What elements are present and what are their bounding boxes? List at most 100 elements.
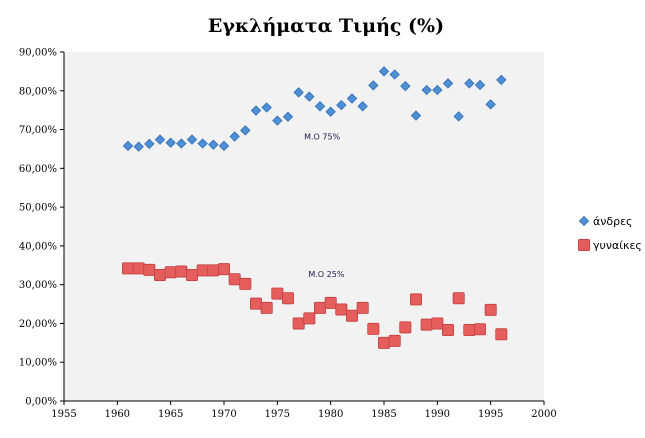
data-point-diamond xyxy=(346,93,358,104)
data-point-square xyxy=(153,268,166,281)
data-point-square xyxy=(367,322,380,335)
data-point-diamond xyxy=(314,101,326,112)
data-point-diamond xyxy=(389,69,400,80)
data-point-diamond xyxy=(144,138,155,150)
data-point-diamond xyxy=(176,138,187,149)
data-point-square xyxy=(420,318,433,331)
data-point-square xyxy=(164,266,177,279)
data-point-square xyxy=(335,303,348,316)
data-point-diamond xyxy=(410,110,422,121)
data-point-square xyxy=(484,303,497,316)
x-tick-label: 1965 xyxy=(158,409,183,420)
data-point-square xyxy=(441,324,454,337)
data-point-square xyxy=(463,324,476,337)
data-point-square xyxy=(132,262,145,275)
data-point-square xyxy=(303,312,316,325)
legend-label: γυναίκες xyxy=(593,239,642,252)
data-point-diamond xyxy=(229,131,240,142)
legend: άνδρες γυναίκες xyxy=(578,215,642,252)
y-tick-label: 20,00% xyxy=(19,319,57,330)
data-point-diamond xyxy=(464,78,475,89)
series-1 xyxy=(122,66,507,152)
data-point-diamond xyxy=(400,80,411,92)
data-point-diamond xyxy=(122,140,134,152)
data-point-square xyxy=(473,323,486,336)
data-point-diamond xyxy=(250,105,262,116)
x-tick-label: 1970 xyxy=(211,409,236,420)
data-point-diamond xyxy=(154,134,166,145)
data-point-square xyxy=(122,262,135,275)
x-tick-label: 1980 xyxy=(318,409,343,420)
data-point-diamond xyxy=(133,141,144,152)
data-point-square xyxy=(313,301,326,314)
x-tick-label: 1955 xyxy=(51,409,76,420)
data-point-square xyxy=(292,317,305,330)
data-point-square xyxy=(324,296,337,309)
data-point-diamond xyxy=(357,101,368,112)
x-tick-label: 2000 xyxy=(531,409,556,420)
data-point-diamond xyxy=(165,137,176,148)
data-point-diamond xyxy=(442,78,454,89)
data-point-square xyxy=(271,287,284,300)
data-point-square xyxy=(356,301,369,314)
y-tick-label: 90,00% xyxy=(19,48,57,59)
data-point-square xyxy=(239,277,252,290)
y-axis: 0,00% 10,00% 20,00% 30,00% 40,00% 50,00% 60,00… xyxy=(19,48,64,408)
y-tick-label: 50,00% xyxy=(19,203,57,214)
x-tick-label: 1960 xyxy=(105,409,130,420)
data-point-square xyxy=(495,328,508,341)
data-point-diamond xyxy=(240,125,251,136)
y-tick-label: 40,00% xyxy=(19,241,57,252)
data-point-square xyxy=(377,336,390,349)
data-point-diamond xyxy=(261,102,272,113)
data-point-diamond xyxy=(304,91,315,102)
data-points xyxy=(122,66,508,349)
data-point-square xyxy=(388,334,401,347)
data-point-diamond xyxy=(272,115,283,126)
data-point-square xyxy=(175,265,188,278)
data-point-diamond xyxy=(453,111,464,122)
data-point-square xyxy=(452,292,465,305)
data-point-square xyxy=(207,264,220,277)
data-point-diamond xyxy=(282,111,294,122)
data-point-diamond xyxy=(432,84,443,96)
data-point-diamond xyxy=(496,74,507,86)
data-point-square xyxy=(196,264,209,277)
y-tick-label: 70,00% xyxy=(19,125,57,136)
y-tick-label: 10,00% xyxy=(19,358,57,369)
annotations: Μ.Ο 75% Μ.Ο 25% xyxy=(304,132,345,279)
y-tick-label: 80,00% xyxy=(19,86,57,97)
x-tick-label: 1995 xyxy=(478,409,503,420)
y-tick-label: 60,00% xyxy=(19,164,57,175)
data-point-square xyxy=(143,263,156,276)
data-point-diamond xyxy=(485,99,496,110)
data-point-diamond xyxy=(336,99,347,111)
x-tick-label: 1975 xyxy=(265,409,290,420)
data-point-diamond xyxy=(218,140,230,152)
data-point-diamond xyxy=(293,87,304,98)
data-point-diamond xyxy=(186,134,198,145)
legend-marker-diamond xyxy=(578,215,590,227)
annotation-label: Μ.Ο 75% xyxy=(304,132,340,141)
data-point-diamond xyxy=(421,84,432,96)
data-point-diamond xyxy=(197,138,208,149)
data-point-square xyxy=(409,293,422,306)
data-point-square xyxy=(249,297,262,310)
data-point-diamond xyxy=(325,106,336,117)
data-point-square xyxy=(217,263,230,276)
data-point-square xyxy=(431,317,444,330)
data-point-square xyxy=(260,301,273,314)
data-point-diamond xyxy=(474,79,486,91)
legend-marker-square xyxy=(578,238,591,251)
data-point-square xyxy=(228,273,241,286)
legend-label: άνδρες xyxy=(593,215,633,228)
data-point-square xyxy=(281,292,294,305)
x-axis: 1955 1960 1965 1970 1975 1980 1985 1990 1995 2000 xyxy=(51,401,557,420)
y-tick-label: 30,00% xyxy=(19,280,57,291)
y-tick-label: 0,00% xyxy=(25,397,57,408)
data-point-square xyxy=(185,268,198,281)
x-tick-label: 1990 xyxy=(425,409,450,420)
annotation-label: Μ.Ο 25% xyxy=(308,270,344,279)
data-point-square xyxy=(345,309,358,322)
